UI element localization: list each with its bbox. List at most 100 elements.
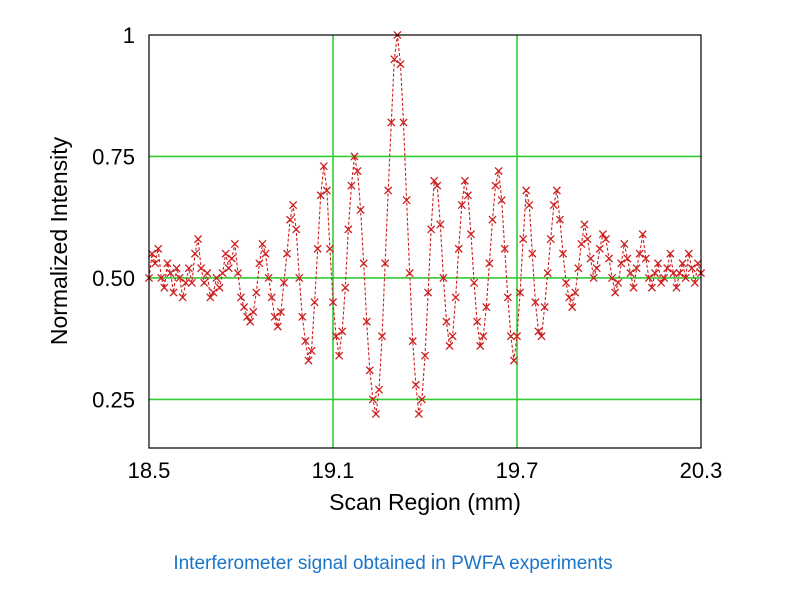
data-point-53 (307, 346, 316, 355)
x-tick-label-2: 19.7 (496, 458, 539, 483)
data-point-47 (289, 200, 298, 210)
data-point-139 (571, 288, 580, 297)
data-point-114 (494, 166, 503, 176)
data-point-15 (190, 249, 200, 258)
data-point-149 (601, 235, 610, 244)
data-point-78 (384, 186, 393, 195)
data-point-35 (252, 288, 261, 297)
data-point-118 (506, 332, 515, 341)
data-point-122 (519, 235, 528, 244)
data-point-138 (568, 303, 577, 312)
data-point-92 (427, 225, 436, 234)
series-line (148, 34, 702, 415)
data-point-135 (558, 249, 568, 258)
data-point-65 (344, 225, 353, 234)
data-point-2 (151, 259, 160, 268)
y-tick-label-2: 0.75 (92, 144, 135, 169)
data-point-82 (396, 60, 405, 69)
data-point-174 (678, 259, 687, 268)
data-point-73 (368, 395, 377, 404)
data-point-23 (215, 283, 224, 292)
data-point-89 (417, 395, 426, 404)
data-point-10 (175, 273, 184, 283)
data-point-179 (693, 259, 702, 268)
data-point-5 (160, 283, 169, 292)
data-point-164 (647, 283, 656, 292)
data-point-125 (528, 249, 537, 258)
series-polyline (148, 34, 702, 415)
data-point-152 (611, 288, 620, 297)
data-point-14 (187, 278, 196, 287)
data-point-40 (267, 293, 276, 302)
data-point-59 (325, 244, 334, 253)
x-axis-title: Scan Region (mm) (329, 489, 521, 515)
data-point-109 (479, 332, 488, 341)
data-point-20 (206, 293, 215, 302)
data-point-150 (604, 254, 614, 263)
data-point-104 (463, 191, 472, 200)
data-point-147 (595, 244, 604, 253)
data-point-80 (390, 55, 399, 64)
data-point-91 (424, 288, 433, 297)
data-point-129 (540, 303, 549, 312)
data-point-50 (298, 312, 307, 321)
data-point-137 (565, 293, 574, 302)
data-point-54 (310, 298, 319, 307)
data-point-27 (227, 254, 236, 263)
data-point-37 (258, 239, 267, 248)
data-point-146 (592, 264, 601, 273)
data-point-26 (224, 264, 233, 273)
data-point-168 (660, 273, 669, 283)
data-point-28 (230, 239, 239, 248)
data-point-48 (292, 225, 301, 234)
data-point-136 (562, 278, 571, 287)
data-point-63 (338, 327, 347, 336)
data-markers (144, 30, 706, 419)
data-point-107 (473, 317, 482, 326)
data-point-36 (255, 259, 264, 268)
y-axis-title: Normalized Intensity (46, 136, 72, 345)
y-tick-label-1: 0.50 (92, 266, 135, 291)
data-point-77 (381, 259, 390, 268)
data-point-158 (629, 283, 638, 292)
data-point-143 (583, 235, 592, 244)
data-point-162 (641, 254, 650, 263)
data-point-170 (666, 249, 675, 258)
data-point-4 (157, 273, 166, 283)
data-point-144 (586, 254, 595, 263)
data-point-9 (172, 264, 181, 273)
data-point-95 (436, 220, 445, 229)
data-point-93 (430, 176, 439, 185)
data-point-165 (650, 269, 660, 278)
data-point-11 (178, 293, 187, 302)
data-point-29 (233, 269, 242, 278)
data-point-90 (420, 351, 430, 360)
data-point-98 (445, 341, 454, 351)
data-point-41 (270, 312, 279, 321)
data-point-110 (482, 303, 491, 312)
x-tick-labels: 18.5 19.1 19.7 20.3 (128, 458, 723, 483)
data-point-117 (503, 293, 512, 302)
data-point-161 (638, 230, 647, 239)
data-point-39 (264, 273, 273, 283)
data-point-74 (371, 409, 380, 419)
plot-frame (148, 34, 702, 449)
data-point-108 (476, 341, 485, 351)
data-point-88 (414, 409, 423, 419)
data-point-140 (574, 264, 583, 273)
data-point-132 (549, 200, 558, 210)
data-point-99 (448, 332, 457, 341)
data-point-67 (350, 152, 359, 161)
data-point-3 (154, 244, 163, 253)
data-point-172 (672, 283, 681, 292)
data-point-166 (654, 259, 663, 268)
figure-caption: Interferometer signal obtained in PWFA e… (173, 553, 613, 574)
data-point-100 (451, 293, 460, 302)
data-point-51 (301, 337, 310, 346)
data-point-55 (313, 244, 322, 253)
x-tick-label-0: 18.5 (128, 458, 171, 483)
data-point-148 (598, 230, 607, 239)
data-point-16 (194, 235, 203, 244)
data-point-151 (608, 273, 617, 283)
